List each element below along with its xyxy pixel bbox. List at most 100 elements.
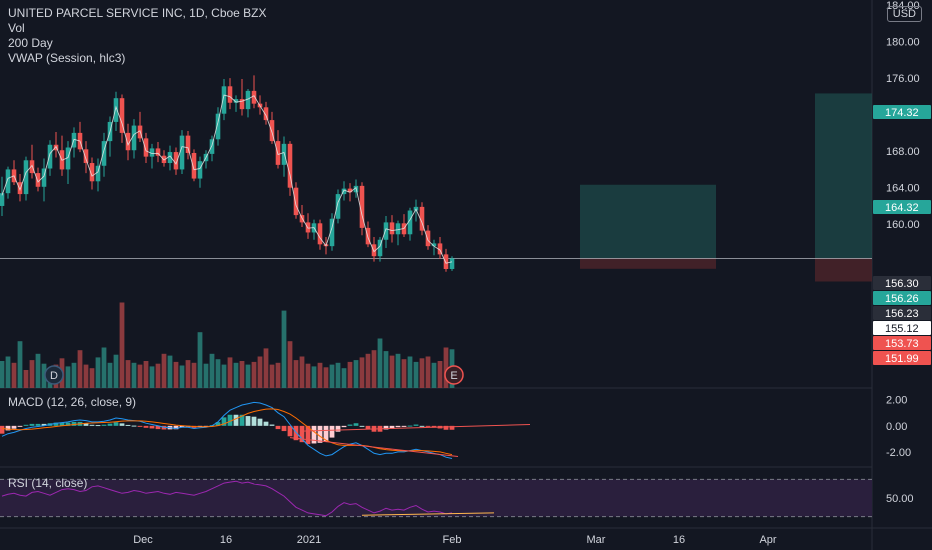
macd-histogram-bar	[245, 416, 251, 426]
volume-bar	[377, 338, 383, 388]
macd-histogram-bar	[221, 417, 227, 426]
price-axis[interactable]: 184.00180.00176.00172.00168.00164.00160.…	[873, 0, 931, 505]
vwap-legend[interactable]: VWAP (Session, hlc3)	[8, 51, 126, 65]
price-label: 156.26	[885, 293, 919, 305]
time-tick-label: Dec	[133, 534, 153, 546]
candle-body	[23, 160, 29, 195]
volume-bar	[17, 341, 23, 388]
candle-body	[17, 182, 23, 195]
volume-bar	[83, 364, 89, 388]
macd-histogram-bar	[359, 425, 365, 427]
macd-histogram-bar	[431, 425, 437, 428]
macd-histogram-bar	[11, 425, 17, 429]
macd-legend[interactable]: MACD (12, 26, close, 9)	[8, 395, 137, 409]
candle-body	[197, 161, 203, 179]
volume-bar	[119, 302, 125, 388]
macd-histogram-bar	[257, 418, 263, 426]
time-axis[interactable]: Dec 16 2021 Feb Mar 16 Apr	[133, 534, 777, 546]
macd-histogram-bar	[383, 425, 389, 430]
candle-body	[209, 139, 215, 154]
volume-bar	[365, 353, 371, 388]
ma-legend[interactable]: 200 Day	[8, 36, 53, 50]
volume-bar	[335, 362, 341, 388]
candle-body	[431, 243, 437, 247]
macd-histogram-bar	[107, 423, 113, 426]
macd-histogram-bar	[395, 425, 401, 428]
macd-tick-label: 2.00	[886, 395, 907, 407]
price-label-box	[873, 200, 931, 214]
volume-bar	[41, 363, 47, 388]
macd-histogram-bar	[275, 425, 281, 430]
time-tick-label: Mar	[587, 534, 606, 546]
volume-bar	[239, 361, 245, 388]
volume-bar	[71, 362, 77, 388]
candle-body	[143, 138, 149, 157]
macd-histogram-bar	[179, 425, 185, 428]
candle-body	[227, 86, 233, 103]
volume-bar	[305, 363, 311, 388]
macd-histogram-bar	[101, 424, 107, 426]
price-tick-label: 160.00	[886, 219, 920, 231]
volume-bar	[437, 361, 443, 388]
volume-bar	[65, 366, 71, 388]
candle-body	[419, 206, 425, 231]
volume-bar	[77, 350, 83, 388]
macd-histogram-bar	[233, 414, 239, 426]
volume-bar	[419, 358, 425, 388]
macd-histogram-bar	[113, 422, 119, 426]
volume-bar	[35, 353, 41, 388]
signal-line	[1, 408, 453, 456]
macd-histogram-bar	[5, 425, 11, 431]
volume-bar	[221, 364, 227, 388]
macd-pane[interactable]	[0, 401, 531, 459]
macd-histogram-bar	[335, 425, 341, 432]
volume-bar	[413, 361, 419, 388]
macd-histogram-bar	[239, 414, 245, 426]
volume-bar	[173, 361, 179, 388]
volume-bar	[101, 347, 107, 388]
rsi-pane[interactable]	[0, 478, 872, 518]
macd-histogram-bar	[263, 421, 269, 426]
candle-body	[101, 141, 107, 166]
candle-body	[335, 194, 341, 219]
volume-bar	[11, 362, 17, 388]
volume-legend[interactable]: Vol	[8, 21, 25, 35]
price-pane[interactable]	[0, 75, 872, 272]
volume-bar	[341, 368, 347, 388]
stop-zone	[815, 258, 872, 282]
candle-body	[191, 152, 197, 179]
candle-body	[0, 193, 5, 206]
macd-histogram-bar	[353, 423, 359, 426]
volume-bar	[359, 357, 365, 388]
time-tick-label: Feb	[443, 534, 462, 546]
volume-bar	[275, 362, 281, 388]
rsi-legend[interactable]: RSI (14, close)	[8, 476, 88, 490]
volume-bar	[383, 351, 389, 388]
macd-histogram-bar	[449, 425, 455, 430]
volume-bar	[233, 362, 239, 388]
macd-histogram-bar	[419, 425, 425, 427]
macd-histogram-bar	[119, 423, 125, 426]
symbol-title[interactable]: UNITED PARCEL SERVICE INC, 1D, Cboe BZX	[8, 6, 267, 20]
candle-body	[167, 152, 173, 164]
volume-bar	[203, 363, 209, 388]
currency-badge[interactable]: USD	[886, 6, 922, 22]
macd-histogram-bar	[35, 423, 41, 426]
macd-histogram-bar	[173, 425, 179, 430]
macd-histogram-bar	[305, 425, 311, 445]
volume-bar	[23, 370, 29, 388]
volume-bar	[311, 366, 317, 388]
candle-body	[173, 152, 179, 170]
candle-body	[185, 135, 191, 153]
price-label: 151.99	[885, 353, 919, 365]
macd-histogram-bar	[389, 425, 395, 429]
volume-bar	[5, 356, 11, 388]
marker-label: E	[450, 370, 457, 382]
candle-body	[131, 125, 137, 151]
position-tools[interactable]	[580, 93, 872, 282]
candle-body	[245, 90, 251, 110]
volume-bar	[269, 364, 275, 388]
price-tick-label: 168.00	[886, 146, 920, 158]
